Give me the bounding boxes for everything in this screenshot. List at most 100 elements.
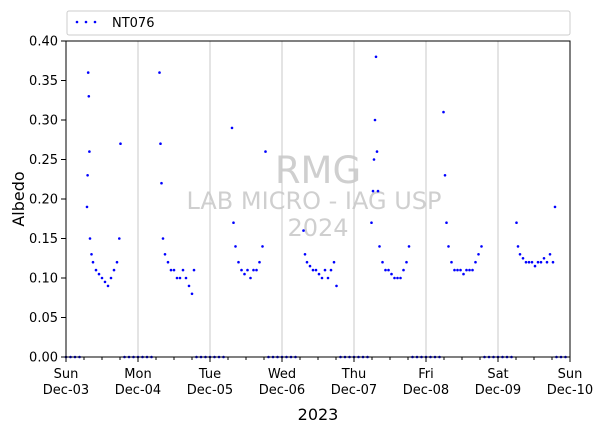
data-point [381, 260, 384, 264]
legend: NT076 [66, 10, 571, 36]
data-point [230, 126, 234, 130]
data-point [323, 268, 327, 272]
data-point [172, 268, 176, 272]
data-point [553, 205, 557, 209]
data-point [163, 253, 167, 256]
x-tick-label-date: Dec-10 [547, 383, 593, 398]
x-tick-label-day: Thu [341, 367, 366, 382]
data-point [264, 150, 267, 153]
data-point [232, 221, 235, 224]
data-point [305, 260, 309, 264]
data-point [378, 245, 381, 248]
data-point [396, 276, 399, 280]
x-tick-label-day: Fri [418, 367, 434, 382]
data-point [542, 257, 546, 260]
data-point [159, 142, 162, 145]
data-point [261, 245, 264, 248]
data-point [471, 268, 474, 272]
data-point [402, 268, 405, 272]
data-point [86, 71, 90, 74]
legend-marker-dot [93, 20, 97, 24]
x-tick-label-date: Dec-09 [475, 383, 521, 398]
data-point [474, 260, 477, 264]
y-axis: 0.00 0.05 0.10 0.15 0.20 0.25 0.30 0.35 0.40 [29, 35, 66, 366]
x-tick-label-day: Sun [54, 367, 79, 382]
data-point [387, 268, 390, 272]
data-point [515, 221, 518, 224]
data-point [240, 268, 243, 272]
data-point [390, 272, 393, 276]
data-point [480, 245, 483, 248]
data-point [373, 118, 377, 122]
data-point [237, 260, 240, 264]
data-point [407, 245, 411, 248]
data-point [160, 181, 163, 185]
data-point [371, 189, 375, 193]
y-tick-label: 0.10 [29, 272, 58, 287]
data-point [447, 245, 450, 248]
data-point [249, 276, 252, 280]
data-point [399, 276, 402, 280]
data-point [443, 174, 447, 177]
data-point [87, 95, 91, 98]
data-point [442, 110, 445, 114]
data-point [158, 71, 161, 74]
data-point [527, 260, 531, 264]
data-points [85, 55, 557, 296]
x-tick-label-date: Dec-03 [43, 383, 89, 398]
data-point [190, 292, 194, 296]
data-point [317, 272, 321, 276]
data-point [405, 260, 408, 264]
legend-marker [75, 20, 97, 24]
data-point [516, 245, 520, 248]
x-tick-label-day: Tue [198, 367, 221, 382]
x-tick-label-date: Dec-08 [403, 383, 449, 398]
data-point [118, 237, 121, 240]
data-point [445, 221, 448, 224]
x-tick-label-date: Dec-06 [259, 383, 305, 398]
x-tick-label-day: Wed [268, 367, 296, 382]
legend-marker-dot [75, 20, 79, 24]
data-point [169, 268, 173, 272]
data-point [320, 276, 324, 280]
data-point [85, 205, 89, 209]
x-tick-label-day: Sat [487, 367, 508, 382]
data-point [192, 268, 196, 272]
data-point [372, 158, 376, 161]
data-point [384, 268, 387, 272]
data-point [166, 260, 170, 264]
vertical-gridlines [137, 41, 499, 357]
data-point [376, 189, 380, 193]
legend-label: NT076 [112, 16, 154, 31]
y-tick-label: 0.15 [29, 232, 58, 247]
y-axis-title: Albedo [9, 171, 28, 226]
data-point [109, 276, 113, 280]
data-point [370, 221, 373, 224]
data-point [161, 237, 165, 240]
x-tick-label-date: Dec-05 [187, 383, 233, 398]
data-point [332, 260, 336, 264]
data-point [393, 276, 396, 280]
y-tick-label: 0.25 [29, 153, 58, 168]
data-point [184, 276, 188, 280]
data-point [112, 268, 116, 272]
x-tick-label-date: Dec-04 [115, 383, 161, 398]
data-point [91, 260, 95, 264]
data-point [100, 276, 104, 280]
data-point [234, 245, 237, 248]
data-point [459, 268, 462, 272]
data-point [115, 260, 119, 264]
data-point [119, 142, 122, 145]
data-point [533, 264, 537, 268]
x-axis: SunDec-03MonDec-04TueDec-05WedDec-06ThuD… [43, 357, 593, 398]
data-point [302, 229, 305, 232]
x-tick-label-day: Sun [558, 367, 583, 382]
y-tick-label: 0.30 [29, 114, 58, 129]
x-tick-label-day: Mon [124, 367, 151, 382]
data-point [375, 150, 379, 153]
data-point [329, 268, 333, 272]
legend-box [66, 10, 571, 36]
data-point [178, 276, 182, 280]
data-point [94, 268, 98, 272]
